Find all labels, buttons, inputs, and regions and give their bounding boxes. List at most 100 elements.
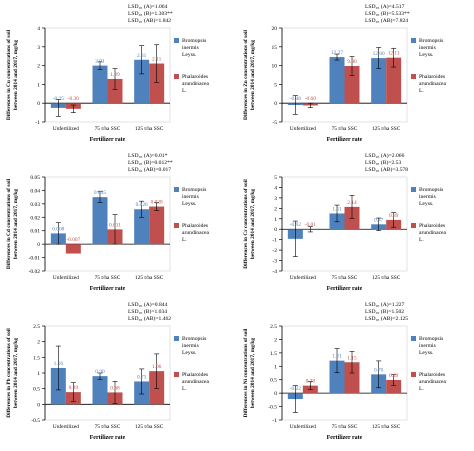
legend-label: Bromopsis <box>419 38 443 44</box>
chart-panel-cd: -0.02 -0.01 0 0.01 0.02 0.03 0.04 0.05 Differenc… <box>0 149 237 302</box>
legend-label: Phalaroides <box>182 223 208 229</box>
legend-swatch <box>411 74 416 79</box>
x-tick-label: 125 t/ha SSC <box>135 424 164 430</box>
y-axis-title: between 2014 and 2017, mg/kg <box>13 40 19 111</box>
legend-label: L. <box>419 237 424 243</box>
lsd-annotation: LSD₀₅ (A)=2.066 <box>365 152 405 159</box>
legend-swatch <box>411 187 416 192</box>
data-label: 12.11 <box>388 51 400 57</box>
data-label: 0.028 <box>151 200 163 206</box>
x-axis-title: Fertilizer rate <box>90 435 126 441</box>
y-tick-label: 3 <box>274 196 277 202</box>
y-tick-label: 0.04 <box>30 188 40 194</box>
data-label: 0.49 <box>389 373 399 379</box>
y-tick-label: 0.5 <box>33 387 40 393</box>
y-tick-label: 0.03 <box>30 202 40 208</box>
x-tick-label: 75 t/ha SSC <box>95 424 121 430</box>
legend-swatch <box>411 223 416 228</box>
legend-swatch <box>411 38 416 43</box>
y-tick-label: 1.5 <box>33 355 40 361</box>
legend-label: Bromopsis <box>419 336 443 342</box>
data-label: 1.51 <box>332 206 342 212</box>
bar <box>92 376 108 405</box>
legend-swatch <box>174 223 179 228</box>
legend-label: arundinacea <box>419 81 447 87</box>
data-label: 2.11 <box>152 57 162 63</box>
legend-label: arundinacea <box>419 230 447 236</box>
x-tick-label: 75 t/ha SSC <box>95 126 121 132</box>
bar <box>344 362 360 394</box>
lsd-annotation: LSD₀₅ (A)=4.517 <box>365 3 405 10</box>
y-axis-title: between 2014 and 2017, mg/kg <box>250 338 256 409</box>
cd-bar-chart: -0.02 -0.01 0 0.01 0.02 0.03 0.04 0.05 Differenc… <box>6 152 210 292</box>
x-axis-title: Fertilizer rate <box>327 286 363 292</box>
data-label: 0.47 <box>374 217 384 223</box>
data-label: 2.31 <box>137 53 147 59</box>
lsd-annotation: LSD₀₅ (B)=1.303** <box>128 10 173 17</box>
data-label: 0.39 <box>69 385 79 391</box>
legend-label: Bromopsis <box>182 336 206 342</box>
legend-label: inermis <box>182 343 199 349</box>
x-tick-label: Unfertilized <box>53 125 79 132</box>
y-axis-title: Differences in Cu concentrations of soil <box>6 29 12 120</box>
y-axis-title: Differences in Cr concentrations of soil <box>243 179 249 269</box>
y-tick-label: -1 <box>272 418 277 424</box>
legend-swatch <box>174 74 179 79</box>
legend-label: arundinacea <box>182 81 210 87</box>
x-tick-label: Unfertilized <box>53 274 79 281</box>
y-tick-label: 0 <box>37 242 40 248</box>
legend-label: Phalaroides <box>419 372 445 378</box>
x-tick-label: 125 t/ha SSC <box>372 275 401 281</box>
lsd-annotation: LSD₀₅ (A)=0.01* <box>128 152 168 159</box>
y-axis-title: Differences in Pb concentrations of soil <box>6 328 12 418</box>
x-tick-label: 75 t/ha SSC <box>95 275 121 281</box>
data-label: 12.27 <box>331 50 343 56</box>
legend-label: Leyss. <box>419 52 434 58</box>
data-label: 9.90 <box>347 59 357 65</box>
y-tick-label: 0 <box>274 227 277 233</box>
y-tick-label: 0.05 <box>30 175 40 181</box>
legend-swatch <box>174 187 179 192</box>
data-label: 0.011 <box>109 222 121 228</box>
bar <box>386 379 402 394</box>
y-tick-label: 2.5 <box>270 324 277 330</box>
chart-panel-cr: -4 -3 -2 -1 0 1 2 3 4 5 Differences in Cr concentr… <box>237 149 474 302</box>
zn-bar-chart: -5 0 5 10 15 20 Differences in Zn concentratio… <box>243 3 447 143</box>
y-axis-title: Differences in Cd concentrations of soil <box>6 178 12 269</box>
x-axis-title: Fertilizer rate <box>327 435 363 441</box>
legend-label: Bromopsis <box>419 187 443 193</box>
y-tick-label: 0.02 <box>30 215 40 221</box>
legend-label: inermis <box>419 194 436 200</box>
y-tick-label: -1 <box>272 238 277 244</box>
data-label: 0.89 <box>389 213 399 219</box>
legend-label: L. <box>182 88 187 94</box>
x-tick-label: Unfertilized <box>290 274 316 281</box>
data-label: 1.29 <box>110 72 120 78</box>
lsd-annotation: LSD₀₅ (A)=0.844 <box>128 301 168 308</box>
data-label: 0.28 <box>306 379 316 385</box>
legend-label: L. <box>182 386 187 392</box>
legend-label: inermis <box>182 194 199 200</box>
pb-bar-chart: -0.5 0 0.5 1 1.5 2 2.5 Differences in Pb concen… <box>6 301 210 441</box>
y-tick-label: 1 <box>37 371 40 377</box>
bar <box>329 360 345 394</box>
data-label: -0.01 <box>305 222 317 228</box>
data-label: 0.70 <box>374 367 384 373</box>
lsd-annotation: LSD₀₅ (A)=1.227 <box>365 301 405 308</box>
legend-label: Phalaroides <box>419 223 445 229</box>
y-tick-label: -3 <box>272 259 277 265</box>
cu-bar-chart: -1 0 1 2 3 4 Differences in Cu concentrations … <box>6 3 210 143</box>
y-tick-label: 4 <box>37 26 40 32</box>
y-axis-title: between 2014 and 2017, mg/kg <box>250 189 256 260</box>
data-label: 12.00 <box>373 51 385 57</box>
chart-panel-zn: -5 0 5 10 15 20 Differences in Zn concentratio… <box>237 0 474 153</box>
legend-swatch <box>174 38 179 43</box>
legend-label: L. <box>419 386 424 392</box>
y-tick-label: 1.5 <box>270 351 277 357</box>
legend-label: inermis <box>419 45 436 51</box>
y-axis-title: between 2014 and 2017, mg/kg <box>250 40 256 111</box>
data-label: 2.01 <box>95 59 105 65</box>
x-tick-label: 75 t/ha SSC <box>332 424 358 430</box>
y-tick-label: 5 <box>274 175 277 181</box>
bar <box>329 57 345 104</box>
